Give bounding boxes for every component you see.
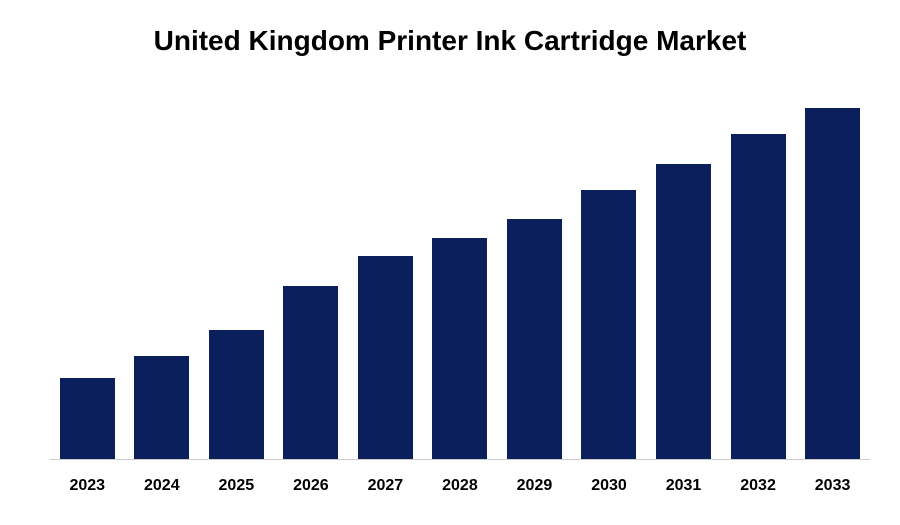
bar (358, 256, 413, 459)
bar (656, 164, 711, 459)
bar (731, 134, 786, 459)
chart-title: United Kingdom Printer Ink Cartridge Mar… (0, 0, 900, 57)
bar (209, 330, 264, 459)
bar (805, 108, 860, 459)
x-axis-label: 2031 (656, 477, 711, 495)
x-axis-labels: 2023 2024 2025 2026 2027 2028 2029 2030 2031 2032… (50, 477, 870, 495)
bar (432, 238, 487, 459)
bar (60, 378, 115, 459)
x-axis-label: 2024 (134, 477, 189, 495)
x-axis-label: 2027 (358, 477, 413, 495)
x-axis-label: 2029 (507, 477, 562, 495)
bar (134, 356, 189, 459)
bar (581, 190, 636, 459)
x-axis-label: 2028 (432, 477, 487, 495)
bar (283, 286, 338, 459)
bars-container (50, 90, 870, 460)
chart-plot-area (50, 90, 870, 460)
x-axis-label: 2026 (283, 477, 338, 495)
x-axis-label: 2023 (60, 477, 115, 495)
x-axis-label: 2030 (581, 477, 636, 495)
x-axis-label: 2032 (731, 477, 786, 495)
x-axis-label: 2033 (805, 477, 860, 495)
bar (507, 219, 562, 459)
x-axis-label: 2025 (209, 477, 264, 495)
